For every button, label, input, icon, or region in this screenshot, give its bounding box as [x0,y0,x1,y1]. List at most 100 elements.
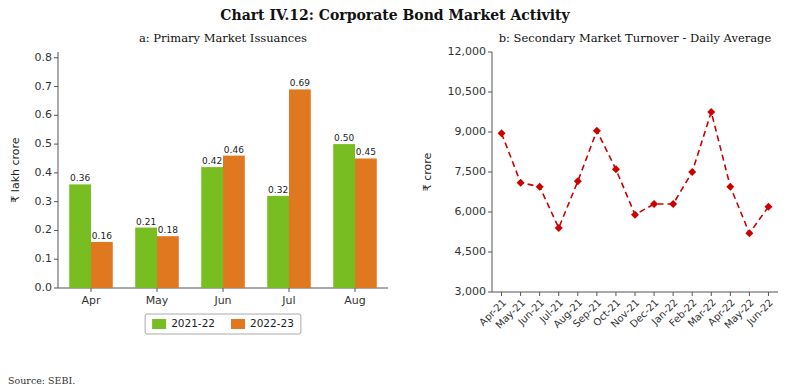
data-label: 0.42 [202,156,222,166]
legend-swatch [231,319,245,329]
marker [517,179,525,187]
data-label: 0.18 [158,225,178,235]
y-tick [54,288,58,289]
y-tick-label: 4,500 [455,245,487,258]
legend-label: 2021-22 [171,317,215,329]
y-axis: 3,0004,5006,0007,5009,00010,50012,000₹ c… [421,45,492,298]
bar [201,167,223,288]
data-label: 0.45 [356,147,376,157]
y-tick [54,201,58,202]
x-tick [577,292,578,296]
y-tick [488,172,492,173]
marker [650,200,658,208]
y-tick-label: 0.6 [35,108,53,121]
data-label: 0.21 [136,217,156,227]
marker [536,183,544,191]
y-tick [54,144,58,145]
legend-frame [145,314,301,334]
source-note: Source: SEBI. [8,375,75,386]
x-axis: Apr-21May-21Jun-21Jul-21Aug-21Sep-21Oct-… [477,292,778,331]
x-tick [749,292,750,296]
main-title: Chart IV.12: Corporate Bond Market Activ… [220,7,570,23]
data-label: 0.50 [334,133,354,143]
y-tick [54,230,58,231]
y-tick [488,132,492,133]
y-tick [488,292,492,293]
marker [745,229,753,237]
x-tick [91,288,92,292]
y-tick-label: 3,000 [455,285,487,298]
legend-swatch [152,319,166,329]
y-axis-line [58,52,59,288]
bar [69,184,91,288]
y-tick-label: 0.7 [35,80,53,93]
bar [91,242,113,288]
x-tick [730,292,731,296]
marker [764,203,772,211]
y-tick [54,172,58,173]
x-tick [355,288,356,292]
y-tick-label: 0.5 [35,137,53,150]
y-tick-label: 0.3 [35,195,53,208]
x-axis: Apr May Jun Jul Aug [58,288,388,307]
x-tick-label: Apr [81,294,101,307]
x-tick [223,288,224,292]
y-tick [54,86,58,87]
y-tick-label: 0.1 [35,252,53,265]
x-tick [539,292,540,296]
y-tick-label: 0.0 [35,281,53,294]
y-tick-label: 0.2 [35,223,53,236]
y-tick-label: 0.4 [35,166,53,179]
x-tick [501,292,502,296]
bar [223,156,245,288]
y-tick [488,92,492,93]
y-tick-label: 0.8 [35,51,53,64]
marker [498,129,506,137]
marker [631,211,639,219]
bar [157,236,179,288]
chart-title: b: Secondary Market Turnover - Daily Ave… [499,31,772,45]
line [502,112,769,233]
bar [267,196,289,288]
x-tick [654,292,655,296]
y-axis-label: ₹ crore [421,152,434,191]
x-tick [520,292,521,296]
marker [593,127,601,135]
x-tick-label: Jul [281,294,295,307]
y-tick [488,252,492,253]
bar [355,158,377,288]
x-tick [711,292,712,296]
x-tick-label: Aug [344,294,365,307]
y-tick-label: 9,000 [455,125,487,138]
marker [574,177,582,185]
y-tick [54,115,58,116]
x-tick [692,292,693,296]
x-tick-label: May [146,294,169,307]
marker [555,224,563,232]
marker [726,183,734,191]
x-tick [635,292,636,296]
x-tick [615,292,616,296]
legend-label: 2022-23 [250,317,294,329]
data-label: 0.69 [290,78,310,88]
marker [612,165,620,173]
data-label: 0.46 [224,145,244,155]
bar [135,228,157,288]
x-tick-label: Jun-22 [744,297,775,328]
x-tick [768,292,769,296]
y-tick [488,52,492,53]
bar [289,89,311,288]
y-axis: 0.0 0.1 0.2 0.3 0.4 0.5 0.6 0.7 0.8 ₹ lakh crore [9,51,58,294]
data-label: 0.36 [70,173,90,183]
x-tick [673,292,674,296]
data-labels: 0.360.210.420.320.500.160.180.460.690.45 [70,78,376,241]
y-tick-label: 12,000 [448,45,487,58]
data-label: 0.32 [268,185,288,195]
x-tick-label: Jun [213,294,231,307]
y-tick-label: 6,000 [455,205,487,218]
bars [69,89,377,288]
legend: 2021-22 2022-23 [145,314,301,334]
y-tick-label: 10,500 [448,85,487,98]
y-axis-label: ₹ lakh crore [9,137,22,202]
bar [333,144,355,288]
